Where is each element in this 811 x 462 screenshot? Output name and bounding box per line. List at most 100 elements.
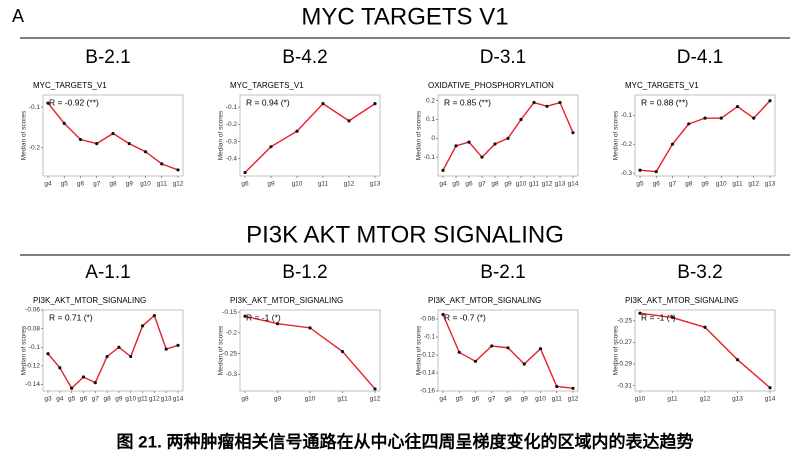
- chart-title: PI3K_AKT_MTOR_SIGNALING: [625, 296, 738, 305]
- x-tick-label: g13: [555, 181, 566, 188]
- chart-title: PI3K_AKT_MTOR_SIGNALING: [428, 296, 541, 305]
- point: [78, 137, 83, 142]
- chart-title: OXIDATIVE_PHOSPHORYLATION: [428, 81, 554, 90]
- y-tick-label: -0.25: [617, 318, 632, 325]
- x-tick-label: g14: [173, 396, 184, 403]
- line: [47, 314, 179, 390]
- x-tick-label: g10: [535, 396, 546, 403]
- y-tick-label: -0.12: [25, 363, 40, 370]
- x-tick-label: g7: [478, 181, 486, 188]
- chart-title: PI3K_AKT_MTOR_SIGNALING: [33, 296, 146, 305]
- y-tick-label: -0.3: [226, 138, 238, 145]
- point: [308, 326, 312, 330]
- x-tick-label: g6: [241, 181, 249, 188]
- x-tick-label: g12: [542, 181, 553, 188]
- point: [373, 387, 377, 391]
- point: [735, 104, 740, 109]
- y-axis-label: Median of scores: [613, 110, 620, 160]
- point: [164, 347, 168, 351]
- y-tick-label: 0: [431, 135, 435, 142]
- x-tick-label: g5: [636, 181, 644, 188]
- point: [480, 155, 484, 159]
- x-tick-label: g5: [456, 396, 464, 403]
- point: [506, 136, 510, 140]
- panel-label: B-2.1: [480, 262, 525, 283]
- x-tick-label: g10: [716, 181, 727, 188]
- point: [176, 343, 180, 347]
- x-tick-label: g11: [552, 396, 563, 403]
- x-tick-label: g11: [667, 396, 678, 403]
- x-tick-label: g7: [93, 181, 101, 188]
- x-tick-label: g8: [504, 396, 512, 403]
- chart-title: MYC_TARGETS_V1: [33, 81, 107, 90]
- y-tick-label: -0.25: [222, 350, 237, 357]
- y-tick-label: -0.31: [617, 382, 632, 389]
- annotation: R = 0.94 (*): [246, 97, 290, 107]
- point: [752, 116, 756, 120]
- y-tick-label: -0.29: [617, 361, 632, 368]
- x-tick-label: g9: [126, 181, 134, 188]
- x-tick-label: g14: [568, 181, 579, 188]
- point: [93, 381, 97, 385]
- annotation: R = -1 (*): [246, 312, 281, 322]
- plot-frame: [239, 94, 381, 177]
- point: [571, 386, 575, 390]
- y-tick-label: -0.2: [621, 141, 633, 148]
- x-tick-label: g9: [701, 181, 709, 188]
- point: [129, 354, 133, 359]
- section-title: MYC TARGETS V1: [301, 3, 508, 30]
- line: [47, 102, 179, 171]
- y-tick-label: -0.12: [420, 352, 435, 359]
- annotation: R = 0.71 (*): [49, 312, 93, 322]
- y-tick-label: -0.1: [29, 104, 41, 111]
- point: [522, 362, 526, 366]
- point: [58, 366, 62, 370]
- point: [703, 116, 707, 120]
- y-tick-label: -0.4: [226, 155, 238, 162]
- x-tick-label: g10: [292, 181, 303, 188]
- annotation: R = 0.85 (**): [444, 97, 491, 107]
- annotation: R = -0.92 (**): [49, 97, 99, 107]
- y-axis-label: Median of scores: [21, 110, 28, 160]
- x-tick-label: g11: [318, 181, 329, 188]
- x-tick-label: g11: [157, 181, 168, 188]
- point: [719, 116, 723, 120]
- point: [275, 322, 280, 326]
- point: [768, 99, 772, 103]
- point: [571, 131, 575, 135]
- x-tick-label: g6: [80, 396, 88, 403]
- y-tick-label: -0.16: [420, 388, 435, 395]
- point: [555, 384, 559, 389]
- x-tick-label: g7: [488, 396, 496, 403]
- point: [111, 131, 115, 136]
- x-tick-label: g14: [765, 396, 776, 403]
- y-tick-label: -0.27: [617, 339, 632, 346]
- chart-title: MYC_TARGETS_V1: [625, 81, 699, 90]
- y-tick-label: -0.1: [226, 104, 238, 111]
- point: [670, 315, 675, 320]
- x-tick-label: g10: [635, 396, 646, 403]
- y-tick-label: -0.2: [226, 330, 238, 337]
- x-tick-label: g12: [149, 396, 160, 403]
- point: [160, 162, 164, 166]
- x-tick-label: g7: [92, 396, 100, 403]
- x-tick-label: g12: [568, 396, 579, 403]
- point: [62, 121, 66, 125]
- annotation: R = -0.7 (*): [444, 312, 486, 322]
- panel-label: D-4.1: [677, 47, 723, 68]
- x-tick-label: g4: [56, 396, 64, 403]
- line: [639, 100, 771, 173]
- point: [70, 386, 74, 390]
- x-tick-label: g11: [137, 396, 148, 403]
- x-tick-label: g10: [305, 396, 316, 403]
- x-tick-label: g6: [465, 181, 473, 188]
- x-tick-label: g3: [44, 396, 52, 403]
- plot-frame: [42, 309, 184, 392]
- panel-label: B-4.2: [282, 47, 327, 68]
- y-tick-label: 0.1: [426, 116, 435, 123]
- y-tick-label: -0.06: [25, 307, 40, 314]
- x-tick-label: g12: [344, 181, 355, 188]
- point: [152, 313, 156, 318]
- point: [46, 101, 50, 105]
